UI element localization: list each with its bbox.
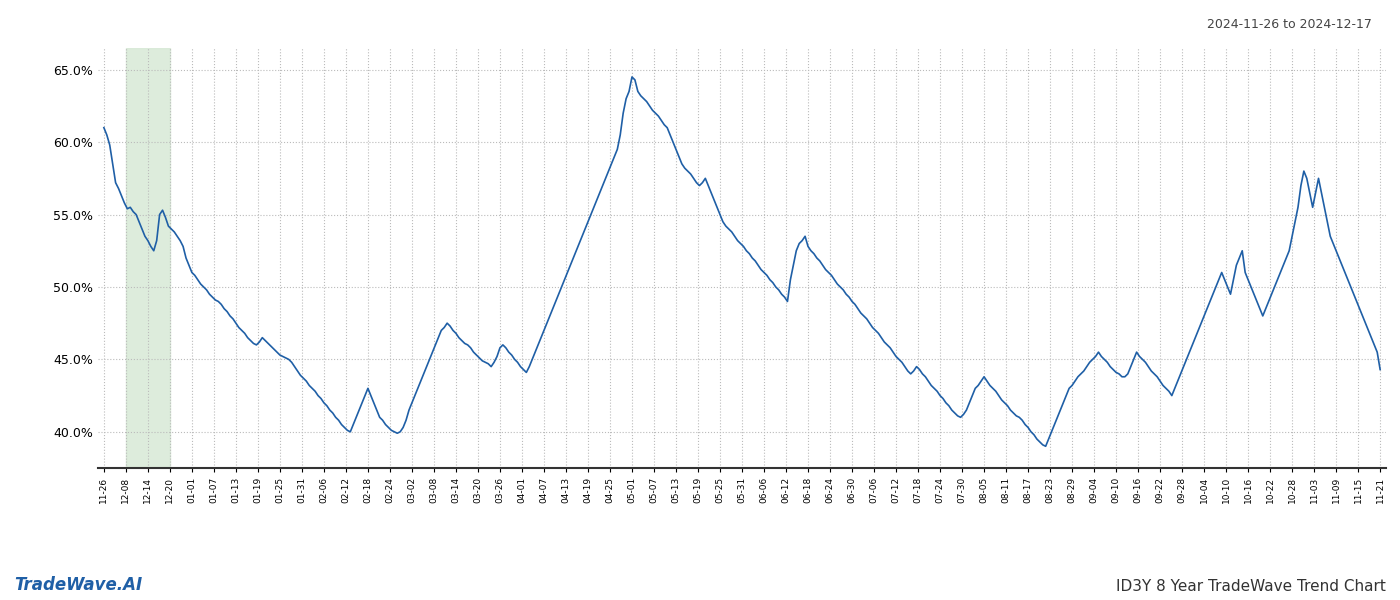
Text: TradeWave.AI: TradeWave.AI: [14, 576, 143, 594]
Text: 2024-11-26 to 2024-12-17: 2024-11-26 to 2024-12-17: [1207, 18, 1372, 31]
Bar: [126, 48, 169, 468]
Text: ID3Y 8 Year TradeWave Trend Chart: ID3Y 8 Year TradeWave Trend Chart: [1116, 579, 1386, 594]
